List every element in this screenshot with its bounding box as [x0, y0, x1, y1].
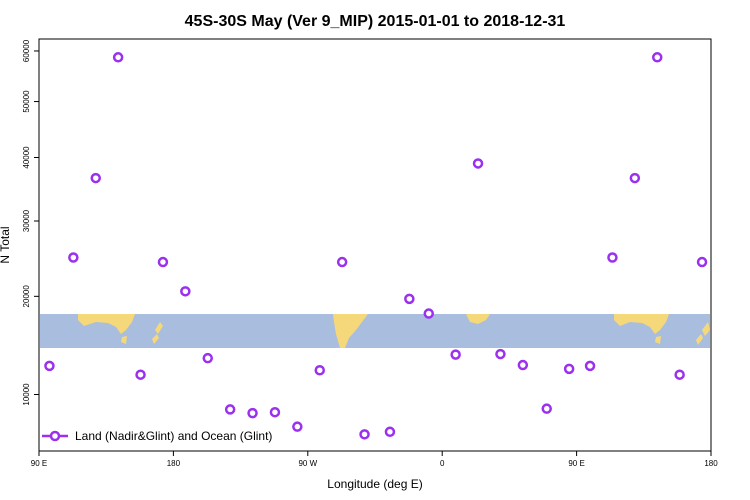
x-axis-label: Longitude (deg E): [327, 477, 422, 491]
data-point: [314, 365, 325, 376]
land-shape: [152, 334, 159, 344]
x-axis: 90 E 180 90 W 0 90 E 180: [31, 451, 718, 468]
data-point: [384, 426, 396, 438]
data-points: [44, 52, 708, 440]
data-point: [269, 406, 281, 418]
data-point: [68, 252, 79, 263]
data-point: [423, 308, 435, 319]
data-point: [472, 158, 484, 169]
x-tick-label: 180: [167, 459, 181, 468]
land-shape: [696, 334, 703, 345]
data-point: [563, 363, 575, 375]
legend-marker: [49, 430, 61, 442]
data-point: [404, 293, 415, 305]
x-tick-label: 90 E: [568, 459, 584, 468]
data-point: [157, 256, 169, 268]
land-shape: [466, 314, 490, 324]
y-tick-label: 50000: [22, 90, 31, 113]
data-point: [180, 286, 191, 297]
y-tick-label: 60000: [22, 39, 31, 62]
land-shape: [121, 336, 127, 344]
data-point: [247, 407, 258, 419]
y-tick-label: 40000: [22, 146, 31, 169]
data-point: [696, 256, 708, 268]
data-point: [135, 369, 146, 380]
plot-frame: [38, 38, 712, 452]
land-shape: [614, 314, 669, 334]
data-point: [607, 252, 618, 263]
y-axis: 10000 20000 30000 40000 50000 60000: [22, 39, 39, 406]
x-tick-label: 180: [704, 459, 718, 468]
land-shape: [655, 336, 661, 344]
data-point: [90, 172, 101, 184]
x-tick-label: 0: [440, 459, 445, 468]
y-axis-label: N Total: [0, 226, 12, 263]
data-point: [336, 256, 348, 268]
data-point: [541, 403, 552, 414]
data-point: [112, 52, 124, 63]
legend-label: Land (Nadir&Glint) and Ocean (Glint): [75, 429, 272, 443]
data-point: [629, 172, 641, 184]
y-tick-label: 10000: [22, 383, 31, 406]
land-shape: [702, 322, 710, 336]
data-point: [224, 404, 236, 415]
data-point: [651, 52, 663, 63]
data-point: [292, 421, 303, 432]
data-point: [584, 360, 596, 372]
y-tick-label: 30000: [22, 209, 31, 232]
data-point: [44, 360, 55, 372]
map-band: [40, 314, 710, 348]
data-point: [202, 352, 213, 364]
land-shape: [333, 314, 368, 348]
legend: Land (Nadir&Glint) and Ocean (Glint): [42, 429, 272, 443]
data-point: [359, 429, 370, 440]
x-tick-label: 90 W: [298, 459, 317, 468]
data-point: [517, 359, 529, 371]
y-tick-label: 20000: [22, 285, 31, 308]
ocean-band: [40, 314, 710, 348]
chart-title: 45S-30S May (Ver 9_MIP) 2015-01-01 to 20…: [185, 13, 566, 30]
data-point: [495, 348, 506, 360]
land-shape: [78, 314, 135, 334]
x-tick-label: 90 E: [31, 459, 47, 468]
land-shape: [155, 322, 163, 334]
data-point: [674, 369, 685, 380]
data-point: [450, 349, 461, 360]
